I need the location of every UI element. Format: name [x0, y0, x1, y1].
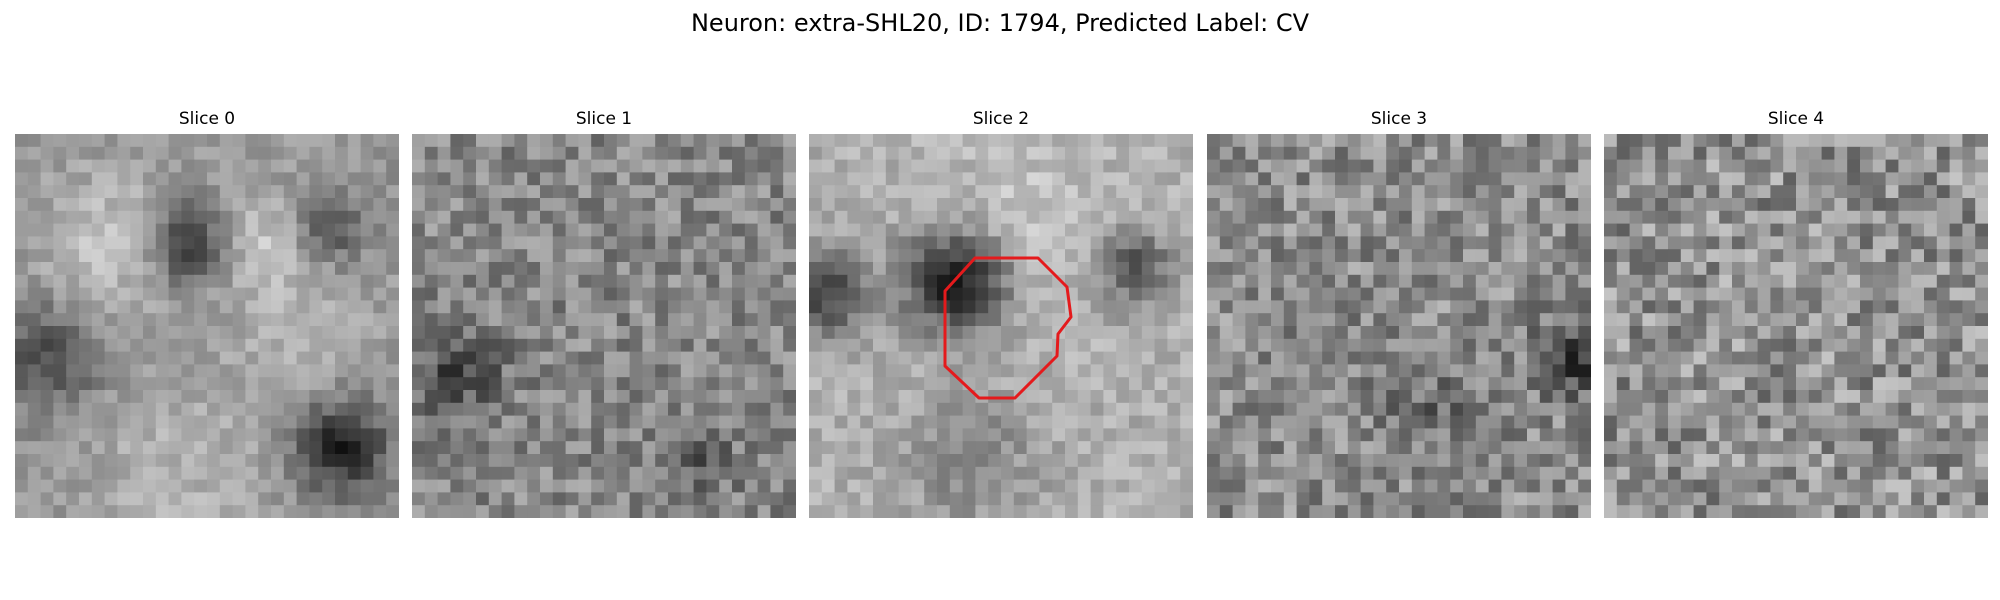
slice-title-0: Slice 0: [178, 109, 236, 129]
slice-panel-0: Slice 0: [15, 108, 399, 518]
slice-panel-4: Slice 4: [1604, 108, 1988, 518]
slice-title-2: Slice 2: [972, 109, 1030, 129]
slice-image-4: [1604, 134, 1988, 518]
slice-panel-1: Slice 1: [412, 108, 796, 518]
slice-title-4: Slice 4: [1767, 109, 1825, 129]
slice-image-2: [809, 134, 1193, 518]
figure-title: Neuron: extra-SHL20, ID: 1794, Predicted…: [690, 9, 1310, 37]
slice-image-3: [1207, 134, 1591, 518]
slice-title-3: Slice 3: [1370, 109, 1428, 129]
slice-image-1: [412, 134, 796, 518]
slice-panel-2: Slice 2: [809, 108, 1193, 518]
slice-image-0: [15, 134, 399, 518]
roi-outline: [943, 256, 1073, 400]
slice-panel-3: Slice 3: [1207, 108, 1591, 518]
slice-title-1: Slice 1: [575, 109, 633, 129]
